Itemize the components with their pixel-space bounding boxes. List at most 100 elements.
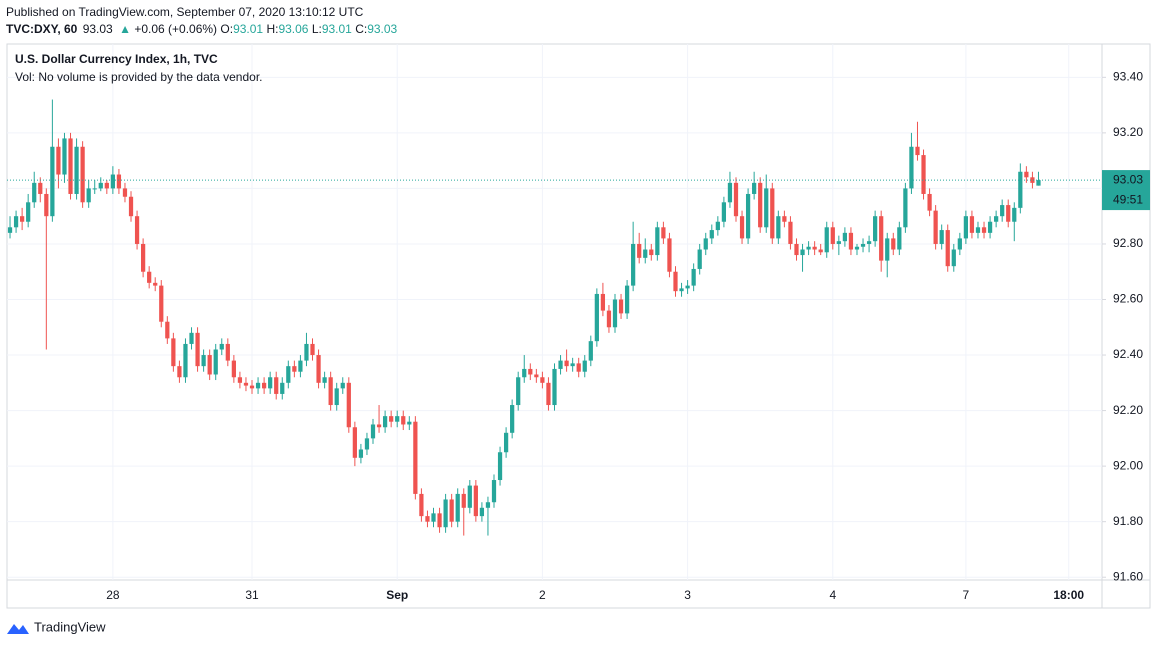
candle-body (987, 221, 993, 233)
candle-body (842, 232, 848, 242)
candle-body (231, 360, 236, 378)
candle-body (364, 438, 370, 450)
candle-body (74, 146, 79, 194)
candle-body (346, 382, 351, 428)
candle-body (389, 416, 394, 422)
c-label: C: (355, 22, 367, 36)
candle-body (1036, 180, 1041, 186)
candle-body (782, 216, 787, 222)
o-value: 93.01 (233, 22, 263, 36)
candle-body (564, 360, 569, 367)
candle-body (606, 310, 612, 328)
candle-body (655, 227, 660, 256)
candle-body (479, 507, 485, 517)
candle-body (104, 182, 109, 189)
candle-body (661, 227, 666, 239)
candle-body (237, 377, 243, 383)
candle-body (618, 299, 624, 314)
x-tick-label: 2 (539, 588, 546, 602)
y-tick-label: 93.40 (1113, 69, 1143, 83)
candle-body (703, 238, 708, 250)
candle-body (86, 188, 91, 203)
x-tick-label: 18:00 (1053, 588, 1084, 602)
candle-body (975, 227, 981, 233)
candle-body (891, 238, 896, 250)
candle-body (334, 388, 339, 406)
candle-body (516, 377, 521, 406)
candle-body (534, 374, 539, 378)
candle-body (110, 174, 115, 189)
candle-body (715, 221, 720, 231)
candle-body (885, 238, 890, 261)
candle-body (80, 146, 85, 203)
x-tick-label: 7 (963, 588, 970, 602)
x-tick-label: Sep (386, 588, 408, 602)
candle-body (128, 196, 134, 217)
price-tag-label: 93.03 (1113, 172, 1143, 186)
candle-body (582, 360, 587, 372)
candle-body (697, 249, 702, 269)
candle-body (510, 405, 515, 433)
candle-body (159, 285, 164, 322)
candle-body (316, 355, 321, 383)
candle-body (1024, 171, 1029, 178)
candle-body (401, 416, 406, 425)
candle-body (425, 516, 430, 522)
candle-body (1018, 171, 1023, 208)
candle-body (752, 182, 757, 194)
brand-logo (7, 624, 29, 634)
candle-body (298, 360, 303, 372)
candle-body (770, 188, 775, 239)
chart-subtitle: Vol: No volume is provided by the data v… (15, 70, 262, 84)
candle-body (939, 230, 944, 244)
candle-body (836, 241, 841, 244)
candle-body (225, 343, 230, 361)
candle-body (431, 513, 436, 522)
candle-body (286, 366, 291, 383)
candle-body (873, 216, 878, 242)
l-label: L: (312, 22, 322, 36)
y-tick-label: 92.40 (1113, 347, 1143, 361)
candle-body (1000, 205, 1005, 217)
grid (7, 44, 1102, 580)
candle-body (358, 449, 364, 458)
l-value: 93.01 (322, 22, 352, 36)
chart-title: U.S. Dollar Currency Index, 1h, TVC (15, 52, 218, 66)
candle-body (830, 227, 835, 244)
candle-body (818, 249, 823, 253)
candle-body (764, 188, 769, 228)
candle-body (407, 421, 412, 425)
candle-body (419, 493, 424, 517)
candle-body (382, 416, 388, 428)
candle-body (576, 363, 581, 372)
published-note: Published on TradingView.com, September … (6, 5, 364, 19)
candle-body (594, 293, 599, 342)
candle-body (243, 382, 249, 386)
candle-body (328, 377, 333, 406)
candle-body (927, 193, 932, 211)
candle-body (268, 377, 273, 389)
candle-body (824, 227, 829, 253)
candle-body (201, 355, 206, 367)
candle-body (540, 377, 545, 383)
candle-body (165, 321, 170, 339)
y-tick-label: 91.80 (1113, 514, 1143, 528)
candle-body (153, 282, 158, 286)
candle-body (860, 243, 866, 247)
candle-body (437, 513, 442, 528)
candle-body (449, 499, 454, 522)
candle-body (758, 182, 763, 228)
candle-body (667, 238, 672, 272)
candle-body (395, 416, 400, 422)
candle-body (945, 230, 950, 267)
candle-body (806, 246, 811, 250)
y-tick-label: 92.80 (1113, 236, 1143, 250)
candle-body (788, 221, 793, 244)
y-tick-label: 93.20 (1113, 125, 1143, 139)
candle-body (624, 285, 630, 314)
candle-body (600, 293, 606, 311)
last: 93.03 (83, 22, 113, 36)
candle-body (951, 249, 956, 267)
candle-body (727, 182, 733, 203)
